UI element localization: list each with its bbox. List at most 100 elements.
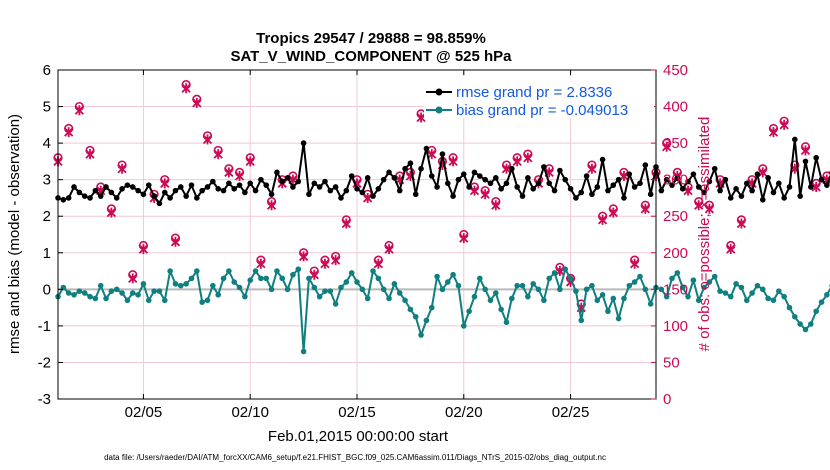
bias-data-point [407,306,414,313]
obs-assimilated-marker [234,171,245,182]
y-right-tick-label: 150 [663,281,688,298]
rmse-data-point [391,175,398,181]
rmse-data-point [519,193,526,199]
rmse-data-point [551,187,558,194]
rmse-data-point [818,176,825,183]
bias-data-point [727,293,734,300]
bias-data-point [754,282,761,289]
rmse-data-point [274,169,280,176]
bias-data-point [199,299,205,305]
bias-data-point [738,284,745,291]
rmse-data-point [738,193,745,199]
bias-data-point [76,288,83,294]
bias-data-point [460,323,467,329]
bias-data-point [252,268,259,274]
rmse-data-point [781,195,787,201]
y-tick-label: 6 [43,62,51,79]
rmse-data-point [493,175,499,181]
rmse-data-point [674,175,681,181]
rmse-data-point [231,186,237,192]
bias-data-point [113,286,120,293]
rmse-data-point [594,184,601,190]
legend-bias-label: bias grand pr = -0.049013 [456,102,628,119]
x-tick-label: 02/15 [338,404,376,421]
obs-assimilated-marker [170,236,181,247]
y-tick-label: 0 [43,281,51,298]
obs-assimilated-marker [758,167,768,178]
bias-data-point [594,297,601,304]
rmse-data-point [610,182,617,188]
obs-assimilated-marker [373,258,383,269]
obs-assimilated-marker [320,258,330,269]
rmse-data-point [129,184,136,190]
bias-data-point [631,279,638,285]
rmse-data-point [631,184,638,190]
rmse-data-point [284,175,291,181]
rmse-data-point [701,189,707,196]
rmse-data-point [268,191,275,198]
bias-data-point [658,286,665,293]
bias-series-line [57,268,830,353]
rmse-data-point [370,193,376,199]
bias-data-point [551,270,558,276]
rmse-data-point [418,165,424,172]
x-tick-label: 02/05 [125,404,163,421]
bias-data-point [316,293,323,300]
rmse-data-point [215,186,221,192]
rmse-data-point [759,196,766,203]
bias-data-point [87,293,93,300]
rmse-data-point [103,184,109,190]
y-right-tick-label: 300 [663,172,688,189]
rmse-data-point [503,180,510,187]
bias-data-point [129,290,136,296]
obs-assimilated-marker [245,156,255,167]
bias-data-point [637,273,643,280]
bias-data-point [621,295,627,302]
rmse-data-point [258,176,264,183]
rmse-data-point [509,165,515,172]
rmse-data-point [135,187,141,194]
bias-data-point [258,275,264,282]
bias-data-point [375,275,382,282]
obs-assimilated-marker [266,200,277,211]
rmse-data-point [455,176,462,183]
rmse-data-point [402,165,408,172]
rmse-data-point [530,186,536,192]
bias-data-point [466,308,472,315]
rmse-data-point [194,195,200,201]
rmse-data-point [87,195,93,201]
rmse-data-point [439,151,446,157]
rmse-data-point [615,176,622,183]
bias-data-point [119,290,125,296]
bias-data-point [749,290,755,296]
rmse-series-line [57,138,830,205]
rmse-data-point [76,189,83,196]
bias-data-point [311,284,318,291]
bias-data-point [482,286,488,293]
rmse-data-point [482,176,488,183]
rmse-data-point [348,173,355,179]
rmse-data-point [316,184,323,190]
obs-assimilated-marker [704,203,715,214]
bias-data-point [626,282,633,289]
bias-data-point [124,297,131,304]
bias-data-point [210,282,216,289]
obs-assimilated-marker [138,244,149,255]
obs-assimilated-marker [491,200,501,211]
chart-title-line1: Tropics 29547 / 29888 = 98.859% [256,30,486,47]
rmse-data-point [220,187,227,194]
bias-data-point [578,317,585,324]
rmse-data-point [642,162,649,168]
bias-data-point [439,286,446,293]
obs-assimilated-marker [384,244,394,255]
bias-data-point [711,273,718,280]
obs-assimilated-marker [501,163,512,174]
obs-assimilated-marker [555,266,565,277]
bias-data-point [215,292,221,298]
rmse-data-point [717,187,723,194]
bias-data-point [455,282,462,289]
bias-data-point [493,290,499,296]
obs-assimilated-marker [619,171,629,182]
y-right-tick-label: 400 [663,99,688,116]
bias-data-point [535,286,542,293]
